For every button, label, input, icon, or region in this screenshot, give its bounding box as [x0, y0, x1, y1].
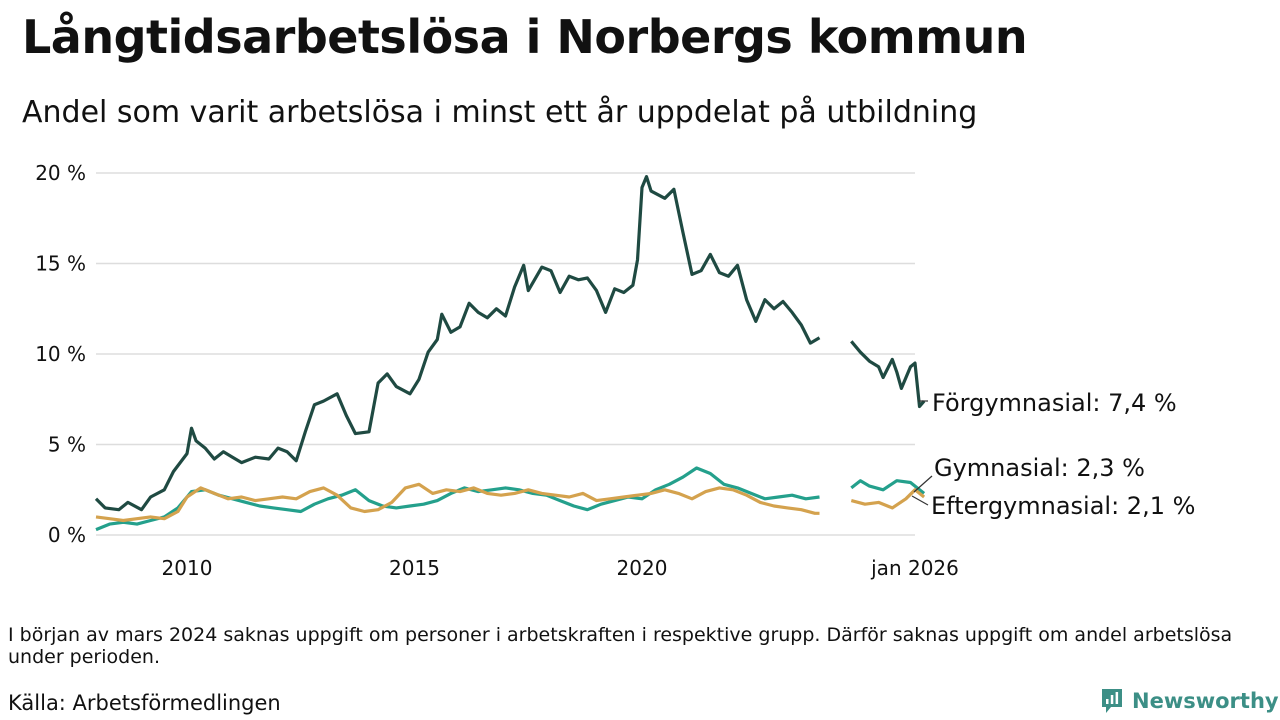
footnote: I början av mars 2024 saknas uppgift om …: [8, 624, 1233, 668]
brand-name: Newsworthy: [1132, 689, 1279, 713]
source-text: Källa: Arbetsförmedlingen: [8, 691, 281, 715]
label-connector: [911, 495, 929, 506]
bar-chart-icon: [1102, 689, 1122, 713]
series-line-eftergymnasial: [850, 488, 926, 510]
x-tick-label: 2015: [389, 556, 440, 580]
x-axis: 2010 2015 2020 jan 2026: [162, 556, 959, 580]
y-tick-label: 5 %: [48, 433, 86, 457]
y-axis: 0 % 5 % 10 % 15 % 20 %: [35, 161, 86, 547]
chart-title: Långtidsarbetslösa i Norbergs kommun: [22, 10, 1028, 64]
series-line-eftergymnasial: [95, 482, 820, 523]
y-tick-label: 10 %: [35, 342, 86, 366]
series-label-förgymnasial: Förgymnasial: 7,4 %: [932, 389, 1177, 417]
y-tick-label: 15 %: [35, 252, 86, 276]
grid-lines: [96, 172, 915, 536]
series-lines: [94, 175, 926, 532]
series-line-förgymnasial: [94, 175, 821, 512]
series-label-eftergymnasial: Eftergymnasial: 2,1 %: [931, 492, 1195, 520]
y-tick-label: 20 %: [35, 161, 86, 185]
series-line-förgymnasial: [850, 340, 926, 409]
series-label-gymnasial: Gymnasial: 2,3 %: [934, 454, 1145, 482]
y-tick-label: 0 %: [48, 523, 86, 547]
series-line-gymnasial: [95, 466, 820, 532]
x-tick-label: 2020: [617, 556, 668, 580]
label-connector: [913, 475, 933, 493]
x-tick-label: jan 2026: [870, 556, 959, 580]
x-tick-label: 2010: [162, 556, 213, 580]
series-line-gymnasial: [850, 479, 926, 495]
line-chart: 0 %5 %10 %15 %20 % 2010 2015 2020 jan 2026 …: [35, 161, 1195, 580]
series-labels: Förgymnasial: 7,4 % Gymnasial: 2,3 % Efter…: [911, 389, 1195, 520]
chart-subtitle: Andel som varit arbetslösa i minst ett å…: [22, 95, 978, 130]
brand-logo[interactable]: Newsworthy: [1100, 688, 1279, 714]
